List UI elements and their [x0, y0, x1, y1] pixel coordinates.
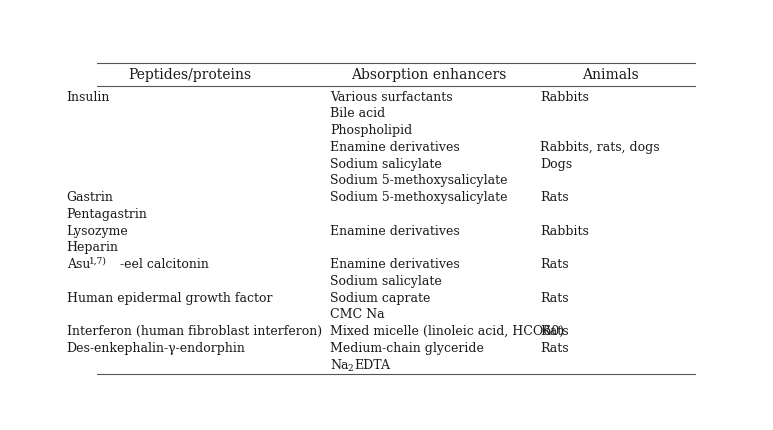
Text: Sodium salicylate: Sodium salicylate	[330, 275, 442, 288]
Text: EDTA: EDTA	[354, 359, 390, 372]
Text: Rabbits: Rabbits	[540, 91, 589, 104]
Text: Various surfactants: Various surfactants	[330, 91, 453, 104]
Text: Enamine derivatives: Enamine derivatives	[330, 258, 460, 271]
Text: Rats: Rats	[540, 258, 569, 271]
Text: Pentagastrin: Pentagastrin	[66, 208, 148, 221]
Text: CMC Na: CMC Na	[330, 308, 385, 322]
Text: Absorption enhancers: Absorption enhancers	[352, 68, 507, 82]
Text: Sodium 5-methoxysalicylate: Sodium 5-methoxysalicylate	[330, 175, 508, 187]
Text: Des-enkephalin-γ-endorphin: Des-enkephalin-γ-endorphin	[66, 342, 246, 355]
Text: Enamine derivatives: Enamine derivatives	[330, 141, 460, 154]
Text: Heparin: Heparin	[66, 242, 119, 255]
Text: Medium-chain glyceride: Medium-chain glyceride	[330, 342, 484, 355]
Text: 2: 2	[347, 364, 352, 373]
Text: Phospholipid: Phospholipid	[330, 124, 413, 137]
Text: -eel calcitonin: -eel calcitonin	[116, 258, 209, 271]
Text: Sodium salicylate: Sodium salicylate	[330, 158, 442, 171]
Text: 1,7): 1,7)	[90, 256, 107, 265]
Text: Animals: Animals	[582, 68, 639, 82]
Text: Insulin: Insulin	[66, 91, 110, 104]
Text: Asu: Asu	[66, 258, 90, 271]
Text: Gastrin: Gastrin	[66, 191, 114, 204]
Text: Mixed micelle (linoleic acid, HCO60): Mixed micelle (linoleic acid, HCO60)	[330, 325, 564, 338]
Text: Lysozyme: Lysozyme	[66, 225, 128, 238]
Text: Rats: Rats	[540, 342, 569, 355]
Text: Enamine derivatives: Enamine derivatives	[330, 225, 460, 238]
Text: Rabbits: Rabbits	[540, 225, 589, 238]
Text: Rats: Rats	[540, 325, 569, 338]
Text: Dogs: Dogs	[540, 158, 572, 171]
Text: Rats: Rats	[540, 292, 569, 305]
Text: Sodium 5-methoxysalicylate: Sodium 5-methoxysalicylate	[330, 191, 508, 204]
Text: Rabbits, rats, dogs: Rabbits, rats, dogs	[540, 141, 659, 154]
Text: Interferon (human fibroblast interferon): Interferon (human fibroblast interferon)	[66, 325, 322, 338]
Text: Sodium caprate: Sodium caprate	[330, 292, 431, 305]
Text: Rats: Rats	[540, 191, 569, 204]
Text: Peptides/proteins: Peptides/proteins	[128, 68, 251, 82]
Text: Bile acid: Bile acid	[330, 108, 386, 120]
Text: Human epidermal growth factor: Human epidermal growth factor	[66, 292, 272, 305]
Text: Na: Na	[330, 359, 349, 372]
